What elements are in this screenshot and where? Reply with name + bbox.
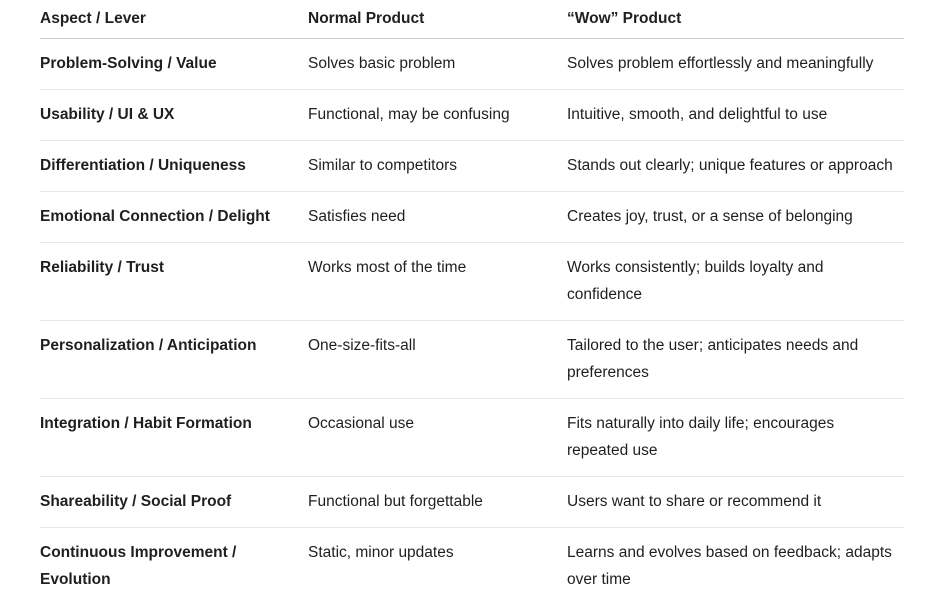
cell-aspect: Emotional Connection / Delight	[40, 192, 308, 243]
cell-wow: Fits naturally into daily life; encourag…	[567, 399, 904, 477]
table-row: Usability / UI & UX Functional, may be c…	[40, 90, 904, 141]
cell-aspect: Usability / UI & UX	[40, 90, 308, 141]
comparison-table: Aspect / Lever Normal Product “Wow” Prod…	[40, 0, 904, 605]
cell-normal: Functional but forgettable	[308, 477, 567, 528]
header-row: Aspect / Lever Normal Product “Wow” Prod…	[40, 0, 904, 39]
cell-aspect: Integration / Habit Formation	[40, 399, 308, 477]
table-row: Differentiation / Uniqueness Similar to …	[40, 141, 904, 192]
table-body: Problem-Solving / Value Solves basic pro…	[40, 39, 904, 605]
table-row: Reliability / Trust Works most of the ti…	[40, 243, 904, 321]
cell-wow: Users want to share or recommend it	[567, 477, 904, 528]
table-row: Emotional Connection / Delight Satisfies…	[40, 192, 904, 243]
cell-aspect: Shareability / Social Proof	[40, 477, 308, 528]
cell-wow: Learns and evolves based on feedback; ad…	[567, 528, 904, 605]
table-header: Aspect / Lever Normal Product “Wow” Prod…	[40, 0, 904, 39]
cell-wow: Intuitive, smooth, and delightful to use	[567, 90, 904, 141]
cell-aspect: Reliability / Trust	[40, 243, 308, 321]
header-aspect: Aspect / Lever	[40, 0, 308, 39]
cell-normal: Solves basic problem	[308, 39, 567, 90]
header-normal-product: Normal Product	[308, 0, 567, 39]
cell-aspect: Differentiation / Uniqueness	[40, 141, 308, 192]
cell-wow: Tailored to the user; anticipates needs …	[567, 321, 904, 399]
table-row: Personalization / Anticipation One-size-…	[40, 321, 904, 399]
cell-normal: One-size-fits-all	[308, 321, 567, 399]
cell-wow: Stands out clearly; unique features or a…	[567, 141, 904, 192]
cell-aspect: Personalization / Anticipation	[40, 321, 308, 399]
cell-normal: Functional, may be confusing	[308, 90, 567, 141]
header-wow-product: “Wow” Product	[567, 0, 904, 39]
cell-normal: Static, minor updates	[308, 528, 567, 605]
cell-wow: Works consistently; builds loyalty and c…	[567, 243, 904, 321]
cell-wow: Solves problem effortlessly and meaningf…	[567, 39, 904, 90]
cell-aspect: Problem-Solving / Value	[40, 39, 308, 90]
table-row: Shareability / Social Proof Functional b…	[40, 477, 904, 528]
cell-normal: Works most of the time	[308, 243, 567, 321]
cell-aspect: Continuous Improvement / Evolution	[40, 528, 308, 605]
table-row: Problem-Solving / Value Solves basic pro…	[40, 39, 904, 90]
table-row: Continuous Improvement / Evolution Stati…	[40, 528, 904, 605]
comparison-table-container: Aspect / Lever Normal Product “Wow” Prod…	[40, 0, 904, 605]
cell-normal: Satisfies need	[308, 192, 567, 243]
table-row: Integration / Habit Formation Occasional…	[40, 399, 904, 477]
cell-normal: Occasional use	[308, 399, 567, 477]
cell-wow: Creates joy, trust, or a sense of belong…	[567, 192, 904, 243]
cell-normal: Similar to competitors	[308, 141, 567, 192]
